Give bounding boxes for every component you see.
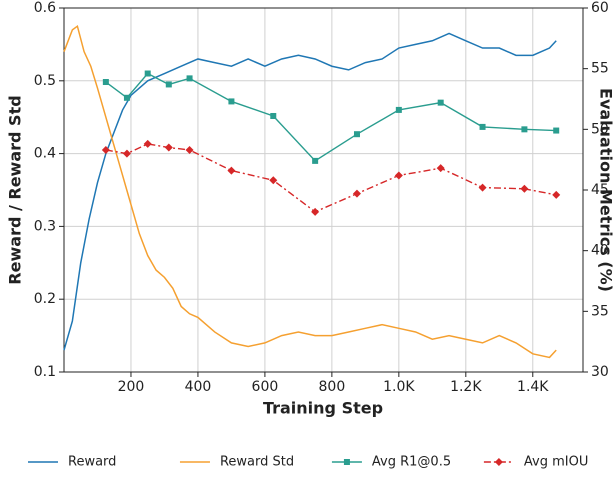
y2-tick-label: 35: [591, 303, 609, 319]
x-axis-label: Training Step: [263, 399, 383, 418]
series-marker: [312, 157, 319, 164]
plot-frame: [63, 7, 584, 373]
series-marker: [394, 171, 403, 180]
series-marker: [437, 99, 444, 106]
series-marker: [269, 176, 278, 185]
series-marker: [520, 184, 529, 193]
series-marker: [186, 75, 193, 82]
y2-axis-label: Evaluation Metrics (%): [597, 88, 614, 292]
legend-label: Reward: [68, 455, 116, 470]
x-tick-label: 600: [252, 379, 279, 395]
series-marker: [144, 70, 151, 77]
series-marker: [353, 131, 360, 138]
series-marker: [311, 207, 320, 216]
series-line: [105, 143, 557, 213]
legend-label: Avg R1@0.5: [372, 455, 451, 470]
series-marker: [270, 112, 277, 119]
series-marker: [479, 123, 486, 130]
series-marker: [102, 79, 109, 86]
series-marker: [553, 127, 560, 134]
series-marker: [143, 139, 152, 148]
series-marker: [228, 98, 235, 105]
series-marker: [101, 145, 110, 154]
y-tick-label: 0.5: [34, 73, 56, 89]
legend-label: Reward Std: [220, 455, 294, 470]
x-tick-label: 1.0K: [383, 379, 415, 395]
series-line: [63, 24, 557, 359]
y2-tick-label: 40: [591, 243, 609, 259]
x-tick-label: 800: [319, 379, 346, 395]
y-axis-label: Reward / Reward Std: [6, 95, 25, 284]
y2-tick-label: 60: [591, 0, 609, 16]
y2-tick-label: 30: [591, 364, 609, 380]
series-marker: [227, 166, 236, 175]
y2-tick-label: 55: [591, 61, 609, 77]
x-tick-label: 1.2K: [450, 379, 482, 395]
x-tick-label: 200: [118, 379, 145, 395]
legend-marker: [494, 458, 503, 466]
series-marker: [165, 81, 172, 88]
x-tick-label: 1.4K: [517, 379, 549, 395]
y-tick-label: 0.3: [34, 218, 56, 234]
y2-tick-label: 50: [591, 121, 609, 137]
x-tick-label: 400: [185, 379, 212, 395]
y-tick-label: 0.6: [34, 0, 56, 16]
series-marker: [185, 145, 194, 154]
series-marker: [123, 94, 130, 101]
y-tick-label: 0.1: [34, 364, 56, 380]
y-tick-label: 0.4: [34, 146, 56, 162]
y-tick-label: 0.2: [34, 291, 56, 307]
legend-marker: [343, 459, 350, 465]
series-line: [105, 72, 557, 162]
series-marker: [436, 164, 445, 173]
series-marker: [552, 190, 561, 199]
series-marker: [352, 189, 361, 198]
series-marker: [478, 183, 487, 192]
legend-label: Avg mIOU: [524, 455, 588, 470]
series-marker: [395, 106, 402, 113]
y2-tick-label: 45: [591, 182, 609, 198]
series-marker: [164, 143, 173, 152]
series-marker: [521, 126, 528, 133]
series-marker: [122, 149, 131, 158]
